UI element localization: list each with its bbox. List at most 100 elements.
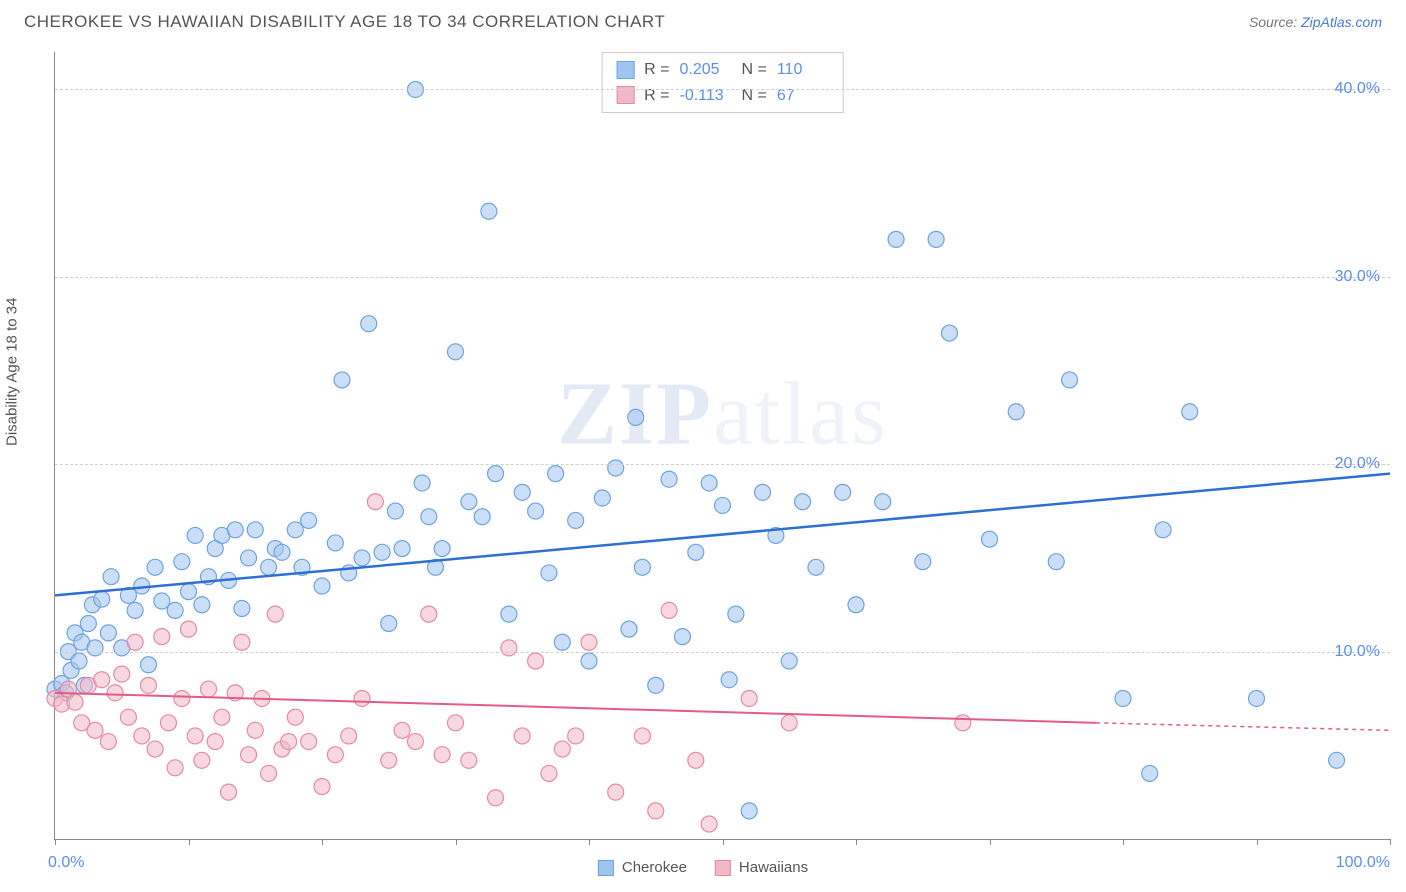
data-point	[421, 606, 437, 622]
data-point	[701, 816, 717, 832]
data-point	[481, 203, 497, 219]
data-point	[140, 657, 156, 673]
data-point	[501, 640, 517, 656]
data-point	[795, 494, 811, 510]
data-point	[1048, 554, 1064, 570]
data-point	[875, 494, 891, 510]
data-point	[120, 709, 136, 725]
y-tick-label: 30.0%	[1335, 268, 1380, 286]
scatter-svg	[55, 52, 1390, 839]
data-point	[134, 728, 150, 744]
data-point	[808, 559, 824, 575]
data-point	[314, 578, 330, 594]
data-point	[107, 685, 123, 701]
legend-item-cherokee: Cherokee	[598, 859, 687, 876]
data-point	[634, 559, 650, 575]
data-point	[114, 666, 130, 682]
data-point	[241, 550, 257, 566]
y-tick-label: 20.0%	[1335, 455, 1380, 473]
data-point	[1249, 690, 1265, 706]
data-point	[448, 344, 464, 360]
x-axis-min-label: 0.0%	[48, 854, 84, 872]
data-point	[568, 512, 584, 528]
y-tick-label: 10.0%	[1335, 643, 1380, 661]
data-point	[1008, 404, 1024, 420]
data-point	[281, 734, 297, 750]
data-point	[361, 316, 377, 332]
data-point	[174, 690, 190, 706]
data-point	[201, 681, 217, 697]
data-point	[581, 653, 597, 669]
data-point	[414, 475, 430, 491]
data-point	[194, 752, 210, 768]
data-point	[701, 475, 717, 491]
data-point	[541, 565, 557, 581]
data-point	[147, 559, 163, 575]
data-point	[554, 741, 570, 757]
data-point	[241, 747, 257, 763]
data-point	[781, 653, 797, 669]
data-point	[167, 760, 183, 776]
data-point	[267, 606, 283, 622]
data-point	[421, 509, 437, 525]
data-point	[982, 531, 998, 547]
data-point	[387, 503, 403, 519]
data-point	[528, 653, 544, 669]
data-point	[167, 602, 183, 618]
data-point	[661, 471, 677, 487]
data-point	[154, 629, 170, 645]
data-point	[628, 409, 644, 425]
data-point	[721, 672, 737, 688]
data-point	[634, 728, 650, 744]
data-point	[301, 734, 317, 750]
data-point	[461, 752, 477, 768]
data-point	[314, 779, 330, 795]
data-point	[1182, 404, 1198, 420]
data-point	[661, 602, 677, 618]
data-point	[941, 325, 957, 341]
data-point	[741, 803, 757, 819]
data-point	[381, 752, 397, 768]
data-point	[928, 231, 944, 247]
data-point	[100, 625, 116, 641]
data-point	[207, 734, 223, 750]
data-point	[247, 722, 263, 738]
data-point	[581, 634, 597, 650]
x-tick	[456, 839, 457, 845]
data-point	[674, 629, 690, 645]
data-point	[755, 484, 771, 500]
data-point	[94, 591, 110, 607]
data-point	[181, 584, 197, 600]
data-point	[514, 484, 530, 500]
legend-item-hawaiians: Hawaiians	[715, 859, 808, 876]
x-tick	[1390, 839, 1391, 845]
data-point	[367, 494, 383, 510]
data-point	[160, 715, 176, 731]
source-credit: Source: ZipAtlas.com	[1249, 14, 1382, 30]
y-tick-label: 40.0%	[1335, 80, 1380, 98]
x-tick	[856, 839, 857, 845]
data-point	[648, 803, 664, 819]
gridline	[55, 652, 1390, 653]
data-point	[221, 784, 237, 800]
data-point	[214, 709, 230, 725]
source-link[interactable]: ZipAtlas.com	[1301, 14, 1382, 30]
data-point	[247, 522, 263, 538]
gridline	[55, 277, 1390, 278]
data-point	[407, 734, 423, 750]
data-point	[174, 554, 190, 570]
chart-title: CHEROKEE VS HAWAIIAN DISABILITY AGE 18 T…	[24, 12, 665, 32]
y-axis-title: Disability Age 18 to 34	[4, 298, 21, 446]
data-point	[227, 522, 243, 538]
data-point	[194, 597, 210, 613]
data-point	[501, 606, 517, 622]
data-point	[100, 734, 116, 750]
data-point	[608, 784, 624, 800]
data-point	[1142, 765, 1158, 781]
data-point	[187, 527, 203, 543]
legend-row-hawaiians: R = -0.113 N = 67	[616, 83, 829, 109]
data-point	[67, 694, 83, 710]
data-point	[334, 372, 350, 388]
data-point	[548, 466, 564, 482]
trend-line	[55, 693, 1096, 723]
